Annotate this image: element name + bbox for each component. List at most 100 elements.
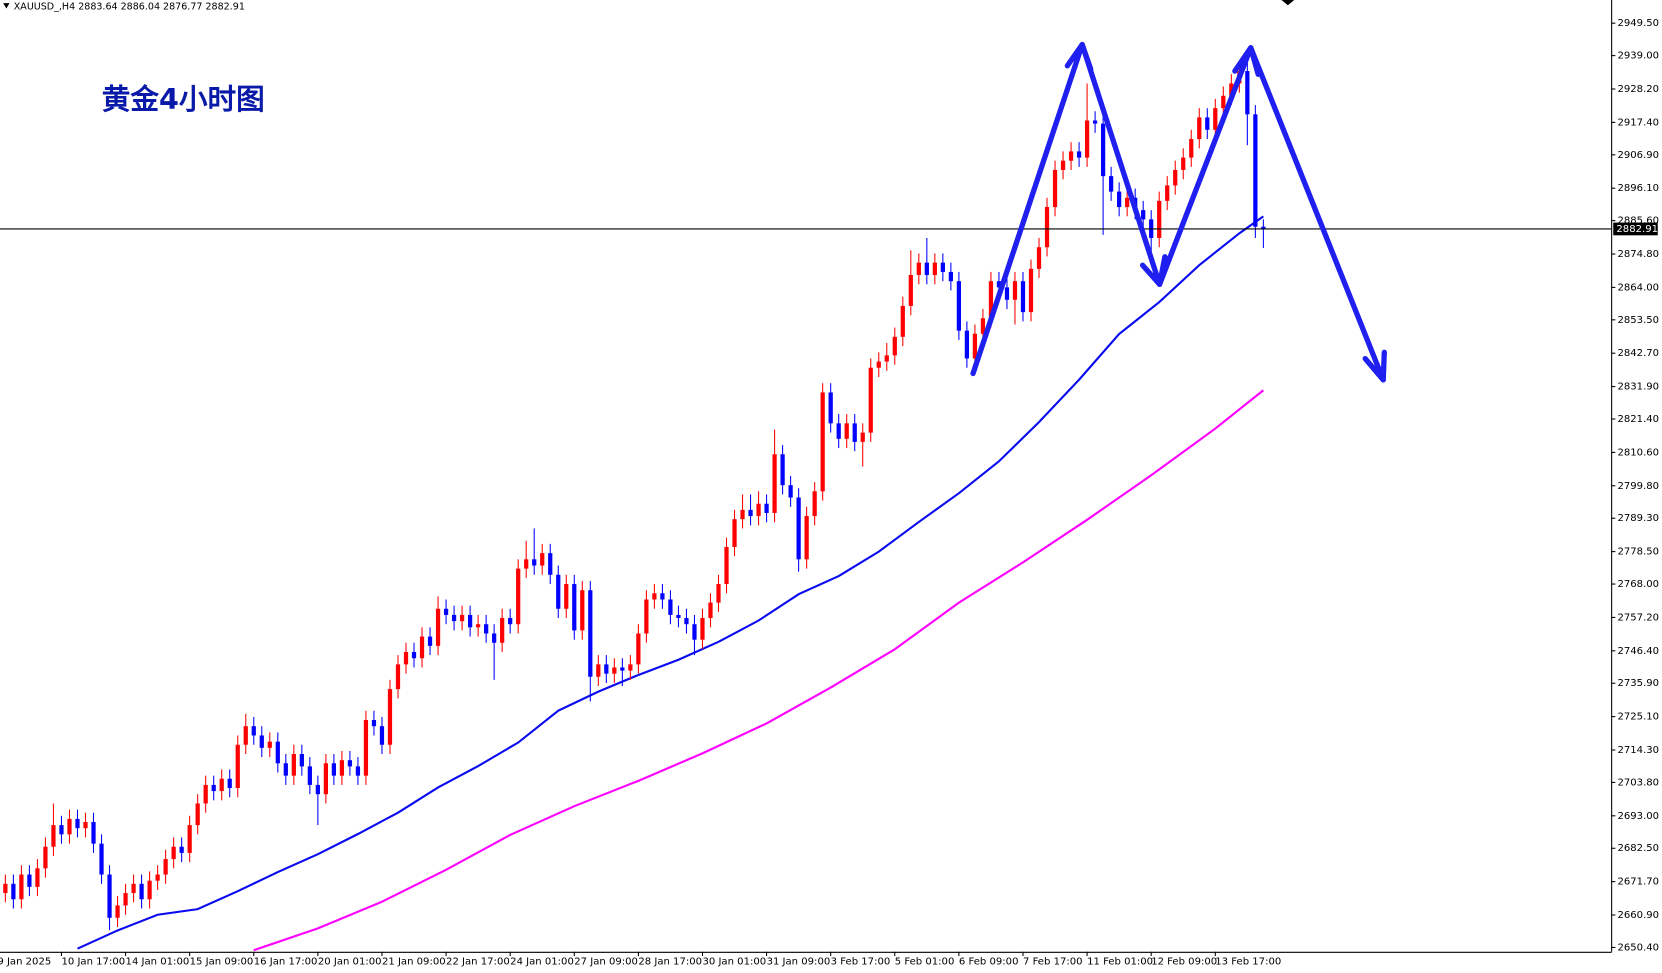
candle-body: [868, 367, 873, 433]
candle-body: [916, 262, 921, 276]
candle-body: [411, 652, 417, 659]
candle-body: [363, 720, 369, 776]
x-tick-label: 12 Feb 09:00: [1151, 956, 1217, 967]
candle-body: [788, 485, 793, 498]
candle-body: [484, 624, 489, 634]
candle-body: [1125, 197, 1130, 208]
candle-body: [219, 778, 224, 792]
candle-body: [355, 766, 361, 776]
x-tick-label: 24 Jan 01:00: [510, 956, 574, 967]
candle-body: [844, 423, 849, 439]
candle-body: [267, 741, 272, 748]
candle-body: [387, 689, 393, 745]
arrow-head: [1139, 254, 1168, 288]
y-tick-label: 2746.40: [1617, 646, 1659, 657]
candle-body: [331, 763, 337, 776]
y-tick-label: 2906.90: [1617, 150, 1659, 161]
ohlc-close: 2882.91: [205, 1, 244, 12]
candle-body: [1092, 120, 1098, 124]
candle-body: [876, 361, 881, 368]
y-tick-label: 2693.00: [1617, 811, 1659, 822]
x-tick-label: 16 Jan 17:00: [254, 956, 318, 967]
candle-body: [395, 664, 401, 690]
candle-body: [1068, 151, 1074, 161]
candle-body: [67, 818, 72, 835]
candle-body: [556, 574, 561, 609]
candle-body: [580, 590, 585, 631]
candle-body: [1181, 157, 1186, 170]
y-tick-label: 2682.50: [1617, 843, 1659, 854]
candle-body: [131, 883, 136, 894]
x-tick-label: 31 Jan 09:00: [767, 956, 831, 967]
x-tick-label: 22 Jan 17:00: [446, 956, 510, 967]
candle-body: [1189, 139, 1194, 158]
candle-body: [748, 509, 753, 517]
candle-body: [187, 825, 192, 853]
candle-body: [211, 784, 216, 792]
y-tick-label: 2853.50: [1617, 315, 1659, 326]
candle-body: [1012, 281, 1018, 300]
candle-body: [3, 883, 8, 894]
candle-body: [1044, 207, 1050, 248]
candle-body: [564, 584, 569, 609]
y-tick-label: 2725.10: [1617, 712, 1659, 723]
candle-body: [948, 271, 953, 282]
x-tick-label: 6 Feb 09:00: [959, 956, 1019, 967]
x-tick-label: 21 Jan 09:00: [382, 956, 446, 967]
candle-body: [612, 667, 617, 674]
y-tick-label: 2703.80: [1617, 777, 1659, 788]
candle-body: [43, 846, 48, 869]
y-tick-label: 2928.20: [1617, 84, 1659, 95]
y-tick-label: 2714.30: [1617, 745, 1659, 756]
candle-body: [75, 818, 80, 829]
candle-body: [708, 602, 713, 619]
candle-body: [492, 633, 497, 643]
candle-body: [427, 636, 433, 646]
candle-body: [1173, 169, 1178, 186]
candle-body: [235, 744, 240, 788]
candle-body: [19, 874, 24, 900]
candle-body: [1229, 83, 1234, 96]
arrow-head: [1064, 41, 1094, 72]
candle-body: [419, 636, 425, 659]
candle-body: [596, 664, 601, 677]
candle-body: [996, 281, 1002, 288]
candle-body: [828, 392, 833, 424]
candle-body: [1165, 185, 1170, 201]
y-tick-label: 2842.70: [1617, 348, 1659, 359]
candle-body: [700, 618, 705, 640]
candle-body: [540, 553, 545, 566]
candle-body: [99, 843, 104, 875]
candle-body: [435, 608, 441, 646]
annotation: 黄金4小时图: [102, 82, 265, 116]
candle-body: [588, 590, 593, 677]
y-tick-label: 2778.50: [1617, 547, 1659, 558]
header-icon: [3, 3, 10, 9]
y-tick-label: 2939.00: [1617, 51, 1659, 62]
candle-body: [604, 664, 609, 674]
candle-body: [972, 333, 978, 359]
candle-body: [732, 519, 737, 547]
chart-header: XAUUSD_,H4 2883.64 2886.04 2876.77 2882.…: [14, 1, 245, 12]
candle-body: [756, 503, 761, 517]
candle-body: [259, 735, 264, 748]
candle-body: [179, 846, 184, 853]
candle-body: [852, 423, 857, 442]
candle-body: [684, 618, 689, 625]
x-tick-label: 13 Feb 17:00: [1215, 956, 1281, 967]
candle-body: [251, 726, 256, 736]
candle-body: [900, 305, 905, 337]
arrow-head: [1232, 45, 1261, 77]
ohlc-high: 2886.04: [121, 1, 160, 12]
candle-body: [548, 553, 553, 575]
y-tick-label: 2768.00: [1617, 579, 1659, 590]
candle-body: [155, 874, 160, 881]
candle-body: [668, 599, 673, 615]
candle-body: [1213, 108, 1218, 130]
candle-body: [1076, 151, 1082, 158]
y-tick-label: 2821.40: [1617, 414, 1659, 425]
candle-body: [1060, 160, 1066, 170]
x-tick-label: 14 Jan 01:00: [126, 956, 190, 967]
candle-body: [315, 784, 320, 795]
candle-body: [403, 652, 409, 665]
